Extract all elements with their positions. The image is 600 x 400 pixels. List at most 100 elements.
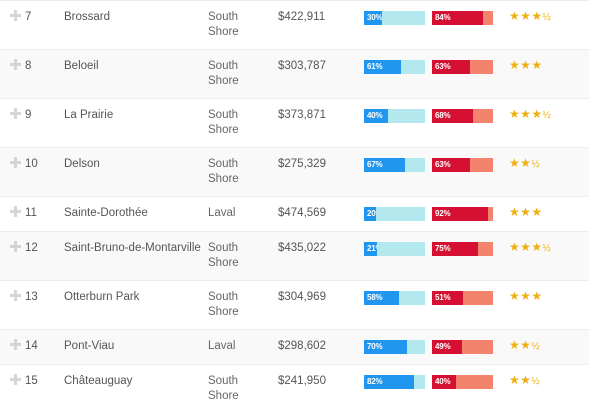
municipality-name[interactable]: Otterburn Park: [64, 291, 140, 303]
drag-move-plus-icon[interactable]: [10, 374, 21, 385]
municipality-name-cell[interactable]: Saint-Bruno-de-Montarville: [56, 231, 206, 281]
row-drag-handle-cell[interactable]: [0, 196, 22, 232]
table-row[interactable]: 15 Châteauguay South Shore $241,950 82% 40% ★★…: [0, 364, 589, 400]
rank-cell: 11: [22, 196, 56, 232]
star-icon: ★: [509, 156, 521, 170]
drag-move-plus-icon[interactable]: [10, 241, 21, 252]
affordability-bar-fill-label: 82%: [367, 377, 383, 386]
region-cell: South Shore: [206, 98, 274, 148]
star-icon: ★: [509, 289, 521, 303]
municipality-name[interactable]: Châteauguay: [64, 375, 133, 387]
municipality-name[interactable]: Sainte-Dorothée: [64, 207, 148, 219]
drag-move-plus-icon[interactable]: [10, 157, 21, 168]
star-icon: ★: [520, 205, 532, 219]
row-drag-handle-cell[interactable]: [0, 364, 22, 400]
demand-bar-fill-label: 63%: [435, 62, 451, 71]
star-icon: ★: [531, 9, 543, 23]
affordability-bar-fill: 20%: [364, 207, 377, 221]
affordability-bar-fill: 70%: [364, 340, 407, 354]
municipality-name[interactable]: Beloeil: [64, 60, 99, 72]
table-row[interactable]: 7 Brossard South Shore $422,911 30% 84% ★★★½: [0, 0, 589, 50]
table-row[interactable]: 10 Delson South Shore $275,329 67% 63% ★★½: [0, 147, 589, 197]
star-rating: ★★½: [509, 373, 540, 387]
half-star-icon: ½: [542, 110, 551, 121]
region-cell: Laval: [206, 329, 274, 365]
municipality-name-cell[interactable]: La Prairie: [56, 98, 206, 148]
star-rating: ★★½: [509, 156, 540, 170]
region-cell: South Shore: [206, 231, 274, 281]
median-price-value: $373,871: [278, 109, 326, 121]
rank-cell: 13: [22, 280, 56, 330]
affordability-bar-track: 20%: [364, 207, 425, 221]
municipality-name-cell[interactable]: Delson: [56, 147, 206, 197]
affordability-bar-track-cell: 82%: [364, 364, 432, 400]
region-name: Laval: [208, 340, 236, 352]
row-drag-handle-cell[interactable]: [0, 98, 22, 148]
demand-bar-track-cell: 40%: [432, 364, 502, 400]
demand-bar-fill: 92%: [432, 207, 489, 221]
region-cell: South Shore: [206, 364, 274, 400]
star-icon: ★: [509, 9, 521, 23]
municipality-name-cell[interactable]: Beloeil: [56, 49, 206, 99]
star-icon: ★: [520, 156, 532, 170]
table-row[interactable]: 8 Beloeil South Shore $303,787 61% 63% ★★★: [0, 49, 589, 99]
half-star-icon: ½: [531, 159, 540, 170]
drag-move-plus-icon[interactable]: [10, 10, 21, 21]
municipality-name[interactable]: La Prairie: [64, 109, 114, 121]
drag-move-plus-icon[interactable]: [10, 290, 21, 301]
row-drag-handle-cell[interactable]: [0, 329, 22, 365]
demand-bar-track-cell: 75%: [432, 231, 502, 281]
demand-bar-track-cell: 68%: [432, 98, 502, 148]
median-price-value: $241,950: [278, 375, 326, 387]
table-row[interactable]: 12 Saint-Bruno-de-Montarville South Shore $…: [0, 231, 589, 281]
affordability-bar-fill-label: 67%: [367, 160, 383, 169]
drag-move-plus-icon[interactable]: [10, 206, 21, 217]
municipality-name-cell[interactable]: Châteauguay: [56, 364, 206, 400]
demand-bar-fill: 63%: [432, 158, 471, 172]
demand-bar-track-cell: 84%: [432, 0, 502, 50]
table-row[interactable]: 13 Otterburn Park South Shore $304,969 58% 51…: [0, 280, 589, 330]
demand-bar-fill: 68%: [432, 109, 474, 123]
row-drag-handle-cell[interactable]: [0, 280, 22, 330]
median-price-value: $422,911: [278, 11, 326, 23]
rank-cell: 12: [22, 231, 56, 281]
municipality-name-cell[interactable]: Pont-Viau: [56, 329, 206, 365]
demand-bar-fill-label: 49%: [435, 342, 451, 351]
demand-bar-fill: 49%: [432, 340, 462, 354]
drag-move-plus-icon[interactable]: [10, 59, 21, 70]
affordability-bar-track: 67%: [364, 158, 425, 172]
municipality-name-cell[interactable]: Brossard: [56, 0, 206, 50]
rank-cell: 8: [22, 49, 56, 99]
table-row[interactable]: 9 La Prairie South Shore $373,871 40% 68% ★★★½: [0, 98, 589, 148]
affordability-bar-fill-label: 58%: [367, 293, 383, 302]
drag-move-plus-icon[interactable]: [10, 108, 21, 119]
median-price-value: $275,329: [278, 158, 326, 170]
rating-cell: ★★★: [502, 196, 589, 232]
affordability-bar-track: 30%: [364, 11, 425, 25]
row-drag-handle-cell[interactable]: [0, 147, 22, 197]
affordability-bar-fill-label: 40%: [367, 111, 383, 120]
rating-cell: ★★★½: [502, 98, 589, 148]
row-drag-handle-cell[interactable]: [0, 231, 22, 281]
affordability-bar-fill: 30%: [364, 11, 383, 25]
municipality-name[interactable]: Brossard: [64, 11, 111, 23]
drag-move-plus-icon[interactable]: [10, 339, 21, 350]
municipality-name[interactable]: Saint-Bruno-de-Montarville: [64, 242, 201, 254]
rank-value: 15: [25, 375, 38, 387]
half-star-icon: ½: [531, 376, 540, 387]
municipality-name[interactable]: Delson: [64, 158, 100, 170]
region-cell: South Shore: [206, 280, 274, 330]
affordability-bar-track-cell: 40%: [364, 98, 432, 148]
municipality-name[interactable]: Pont-Viau: [64, 340, 115, 352]
row-drag-handle-cell[interactable]: [0, 49, 22, 99]
table-row[interactable]: 14 Pont-Viau Laval $298,602 70% 49% ★★½: [0, 329, 589, 365]
rating-cell: ★★½: [502, 147, 589, 197]
municipality-name-cell[interactable]: Sainte-Dorothée: [56, 196, 206, 232]
demand-bar-track-cell: 51%: [432, 280, 502, 330]
price-cell: $241,950: [274, 364, 364, 400]
region-cell: South Shore: [206, 0, 274, 50]
row-drag-handle-cell[interactable]: [0, 0, 22, 50]
municipality-name-cell[interactable]: Otterburn Park: [56, 280, 206, 330]
